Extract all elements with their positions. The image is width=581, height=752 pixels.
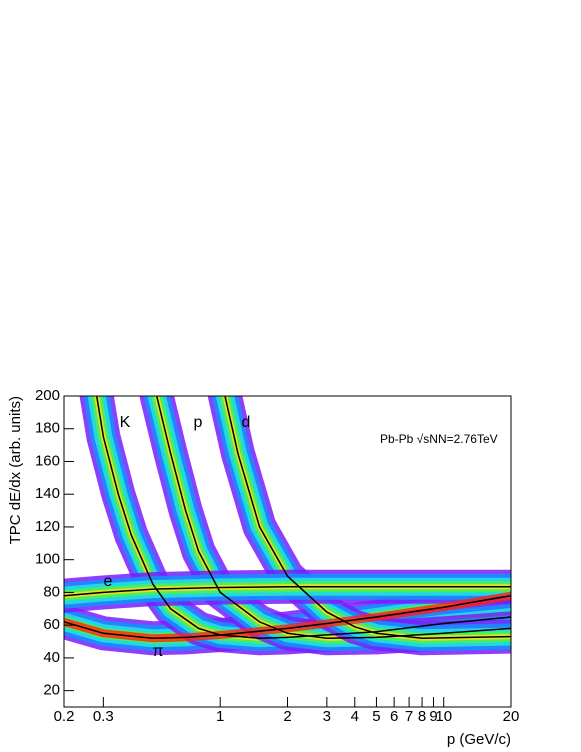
y-axis-label: TPC dE/dx (arb. units) — [7, 396, 24, 544]
curve — [64, 594, 511, 640]
y-tick-label: 20 — [43, 682, 60, 699]
annotation: Pb-Pb √sNN=2.76TeV — [380, 432, 498, 446]
y-tick-label: 60 — [43, 616, 60, 633]
curve — [224, 396, 511, 640]
curves — [64, 396, 511, 640]
x-tick-label: 5 — [372, 708, 380, 725]
curve — [64, 585, 511, 597]
y-tick-label: 160 — [35, 452, 60, 469]
y-tick-label: 100 — [35, 551, 60, 568]
x-tick-label: 4 — [351, 708, 359, 725]
y-tick-label: 200 — [35, 387, 60, 404]
x-tick-label: 2 — [283, 708, 291, 725]
x-tick-label: 1 — [216, 708, 224, 725]
y-tick-label: 80 — [43, 583, 60, 600]
curve — [95, 396, 511, 640]
x-tick-label: 8 — [418, 708, 426, 725]
x-tick-label: 3 — [323, 708, 331, 725]
x-tick-label: 6 — [390, 708, 398, 725]
x-tick-label: 0.2 — [54, 708, 75, 725]
y-tick-label: 40 — [43, 649, 60, 666]
x-tick-label: 7 — [405, 708, 413, 725]
x-tick-label: 20 — [503, 708, 520, 725]
x-tick-label: 0.3 — [93, 708, 114, 725]
series-label: π — [152, 643, 163, 660]
x-tick-label: 10 — [435, 708, 452, 725]
y-tick-label: 140 — [35, 485, 60, 502]
series-label: e — [104, 573, 113, 590]
series-label: K — [120, 414, 131, 431]
series-label: d — [242, 414, 251, 431]
x-axis-label: p (GeV/c) — [447, 731, 511, 748]
x-tick-label: 9 — [429, 708, 437, 725]
y-tick-label: 180 — [35, 420, 60, 437]
series-label: p — [194, 414, 203, 431]
y-tick-label: 120 — [35, 518, 60, 535]
